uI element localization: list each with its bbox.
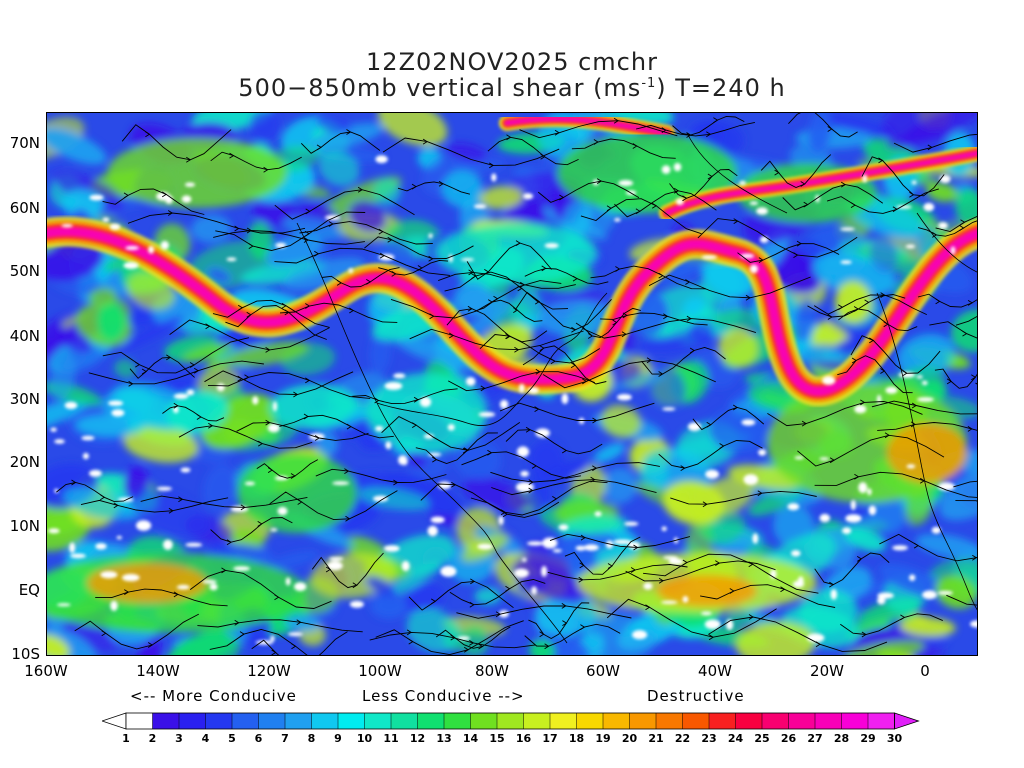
colorbar-tick-label: 20 [621,732,638,745]
streamline-layer [56,113,977,655]
colorbar-tick-label: 7 [281,732,289,745]
lat-label-40n: 40N [9,327,40,345]
colorbar-bin [682,713,710,729]
colorbar-bin [285,713,312,729]
lon-label-120w: 120W [247,662,291,680]
colorbar-tick-label: 14 [462,732,479,745]
title-prefix: 500−850mb vertical shear (ms [238,74,642,102]
colorbar-tick-label: 4 [201,732,210,745]
lat-label-20n: 20N [9,453,40,471]
colorbar-bin [550,713,577,729]
lat-label-10n: 10N [9,517,40,535]
colorbar-bin [338,713,365,729]
colorbar-bin [788,713,816,729]
colorbar-tick-label: 26 [780,732,797,745]
lat-label-70n: 70N [9,134,40,152]
lon-label-100w: 100W [358,662,402,680]
colorbar-tick-label: 9 [334,732,342,745]
colorbar-tick-label: 2 [148,732,157,745]
colorbar-bin [364,713,392,729]
colorbar-bin [841,713,869,729]
jet-stream-layer [47,113,977,407]
colorbar-tick-label: 8 [307,732,316,745]
colorbar-tick-label: 24 [727,732,744,745]
colorbar-tick-label: 13 [436,732,452,745]
legend-more-conducive: <-- More Conducive [130,687,297,705]
title-suffix: ) T=240 h [656,74,786,102]
colorbar-bin [815,713,842,729]
colorbar-tick-label: 22 [674,732,691,745]
lon-label-160w: 160W [24,662,68,680]
colorbar-bin [497,713,524,729]
colorbar-bin [735,713,763,729]
lat-label-10s: 10S [11,645,40,663]
legend-less-conducive: Less Conducive --> [362,687,525,705]
colorbar-tick-label: 10 [356,732,373,745]
colorbar-tick-label: 6 [254,732,263,745]
lat-label-eq: EQ [18,581,40,599]
colorbar-bin [258,713,286,729]
colorbar-bin [523,713,551,729]
legend-destructive: Destructive [647,687,745,705]
colorbar-bin [179,713,206,729]
colorbar-bin [470,713,498,729]
colorbar-bin [126,713,153,729]
colorbar-bin [656,713,683,729]
shear-map [46,112,978,656]
lon-label-80w: 80W [475,662,509,680]
colorbar-bin [205,713,233,729]
colorbar-tick-label: 21 [648,732,664,745]
lat-label-60n: 60N [9,199,40,217]
colorbar-bin [444,713,471,729]
colorbar-bin [232,713,259,729]
lon-label-60w: 60W [586,662,620,680]
colorbar-bin [629,713,657,729]
colorbar-bin [603,713,630,729]
colorbar-bin [311,713,339,729]
colorbar-tick-label: 18 [568,732,585,745]
lat-label-50n: 50N [9,262,40,280]
colorbar-tick-label: 12 [409,732,426,745]
colorbar-left-arrow [102,712,127,730]
lon-label-0: 0 [920,662,930,680]
colorbar-tick-label: 5 [228,732,236,745]
colorbar-tick-label: 11 [383,732,399,745]
lon-label-20w: 20W [810,662,844,680]
colorbar [102,712,920,730]
colorbar-bin [391,713,418,729]
shear-field-svg [47,113,977,655]
colorbar-bin [709,713,736,729]
colorbar-tick-label: 25 [754,732,770,745]
colorbar-right-arrow [894,712,920,730]
colorbar-tick-label: 27 [807,732,823,745]
colorbar-tick-label: 23 [701,732,717,745]
colorbar-tick-label: 15 [489,732,505,745]
colorbar-bin [762,713,789,729]
chart-title-line1: 12Z02NOV2025 cmchr [366,48,658,76]
colorbar-tick-label: 16 [515,732,532,745]
colorbar-bin [868,713,895,729]
lon-label-40w: 40W [698,662,732,680]
colorbar-tick-label: 1 [122,732,130,745]
colorbar-tick-label: 17 [542,732,558,745]
colorbar-tick-label: 30 [886,732,903,745]
chart-title-line2: 500−850mb vertical shear (ms-1) T=240 h [0,74,1024,102]
colorbar-tick-label: 19 [595,732,611,745]
lon-label-140w: 140W [136,662,180,680]
lat-label-30n: 30N [9,390,40,408]
colorbar-tick-label: 3 [175,732,183,745]
colorbar-tick-label: 28 [833,732,850,745]
colorbar-bin [417,713,445,729]
colorbar-tick-label: 29 [860,732,876,745]
title-superscript: -1 [641,76,657,91]
colorbar-bin [152,713,180,729]
colorbar-bin [576,713,604,729]
